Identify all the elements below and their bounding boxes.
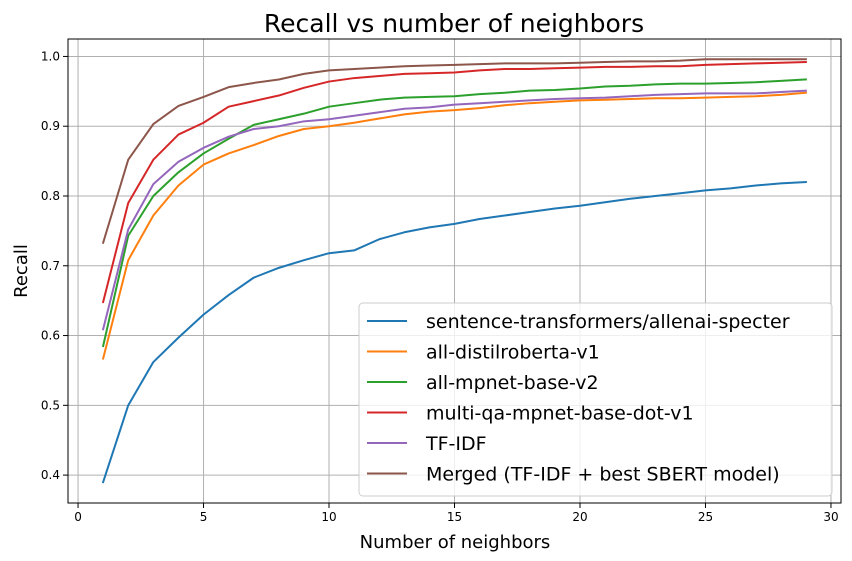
y-tick-label: 0.7: [41, 259, 60, 273]
legend-label: all-distilroberta-v1: [426, 342, 600, 364]
x-tick-label: 30: [823, 510, 838, 524]
legend-label: sentence-transformers/allenai-specter: [426, 311, 790, 333]
y-tick-label: 0.9: [41, 119, 60, 133]
legend-label: TF-IDF: [425, 433, 487, 455]
y-tick-label: 1.0: [41, 49, 60, 63]
series-line-3: [101, 61, 807, 304]
series-line-5: [101, 58, 807, 244]
x-tick-label: 10: [321, 510, 336, 524]
x-tick-label: 15: [447, 510, 462, 524]
series-line-4: [101, 89, 807, 331]
x-tick-label: 25: [698, 510, 713, 524]
series-line-0: [101, 180, 807, 484]
y-tick-label: 0.8: [41, 189, 60, 203]
series-line-1: [101, 91, 807, 360]
x-axis-title: Number of neighbors: [360, 532, 551, 553]
series-line-2: [101, 78, 807, 348]
x-tick-label: 20: [572, 510, 587, 524]
x-tick-label: 0: [74, 510, 82, 524]
x-tick-label: 5: [200, 510, 208, 524]
legend-box: [358, 302, 833, 497]
y-tick-label: 0.5: [41, 398, 60, 412]
axis-ticks: 0 5 10 15 20 25 30 0.4 0.5 0.6 0.7 0.8 0.9 1.0: [41, 49, 839, 524]
legend-label: multi-qa-mpnet-base-dot-v1: [426, 403, 694, 425]
y-tick-label: 0.4: [41, 468, 60, 482]
y-tick-label: 0.6: [41, 329, 60, 343]
legend-label: all-mpnet-base-v2: [426, 372, 599, 394]
y-axis-title: Recall: [11, 244, 32, 298]
series-lines: [101, 58, 807, 484]
legend: sentence-transformers/allenai-specter all…: [358, 302, 833, 497]
legend-label: Merged (TF-IDF + best SBERT model): [426, 464, 780, 486]
chart-title: Recall vs number of neighbors: [264, 9, 644, 38]
